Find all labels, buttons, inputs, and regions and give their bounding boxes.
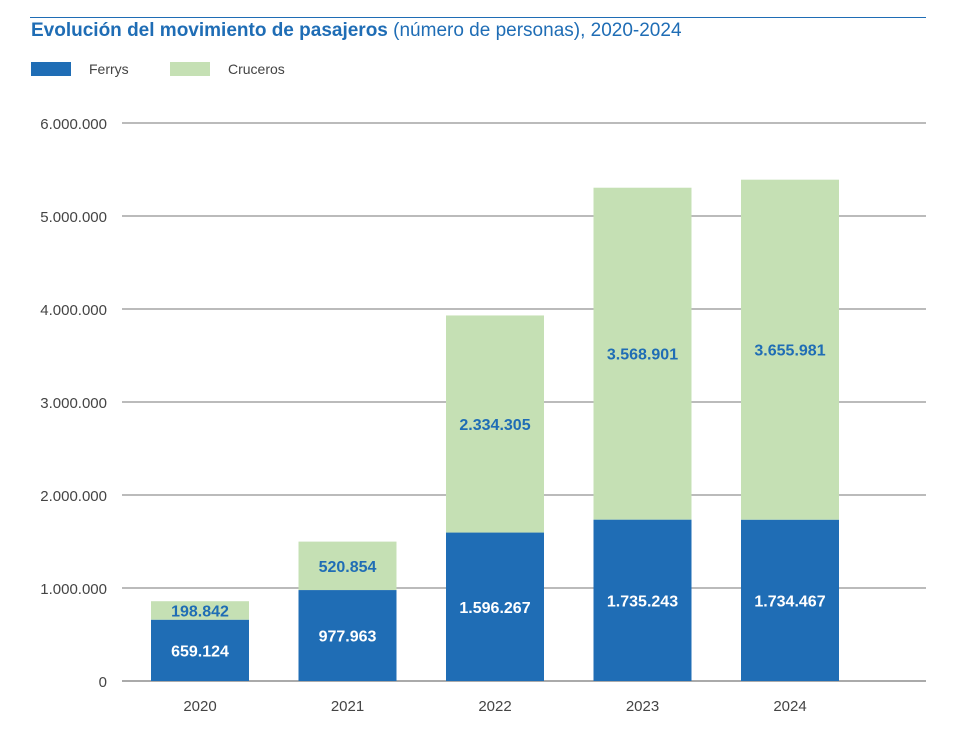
y-tick-label: 3.000.000 [40,395,107,412]
title-sub: (número de personas), 2020-2024 [393,20,682,41]
bar-cruceros [446,315,544,533]
x-tick-label: 2022 [478,698,511,715]
bar-ferrys [593,519,692,681]
data-label: 659.124 [171,643,229,660]
legend-label-cruceros: Cruceros [228,61,285,77]
y-tick-label: 4.000.000 [40,302,107,319]
bar-ferrys [446,532,544,681]
y-tick-label: 2.000.000 [40,488,107,505]
x-tick-label: 2021 [331,698,364,715]
legend-label-ferrys: Ferrys [89,61,129,77]
y-tick-label: 6.000.000 [40,116,107,133]
top-rule [30,17,926,18]
data-label: 2.334.305 [459,417,530,434]
x-tick-label: 2023 [626,698,659,715]
legend-swatch-ferrys [31,62,71,76]
data-label: 3.568.901 [607,347,678,364]
y-tick-label: 1.000.000 [40,581,107,598]
bar-ferrys [298,590,397,681]
bar-cruceros [298,541,397,591]
bar-ferrys [151,619,249,681]
x-tick-label: 2020 [183,698,216,715]
y-tick-label: 5.000.000 [40,209,107,226]
data-label: 3.655.981 [754,343,825,360]
x-tick-label: 2024 [773,698,806,715]
data-label: 1.734.467 [754,593,825,610]
chart-title: Evolución del movimiento de pasajeros (n… [31,20,682,42]
data-label: 520.854 [319,559,377,576]
bar-cruceros [741,179,839,520]
data-label: 1.596.267 [459,600,530,617]
bar-cruceros [593,187,692,520]
legend-item-cruceros: Cruceros [170,61,285,77]
bar-cruceros [151,601,249,620]
legend-swatch-cruceros [170,62,210,76]
legend-item-ferrys: Ferrys [31,61,129,77]
data-label: 1.735.243 [607,593,678,610]
bar-ferrys [741,519,839,681]
data-label: 198.842 [171,603,229,620]
y-tick-label: 0 [99,674,107,691]
title-main: Evolución del movimiento de pasajeros [31,20,388,41]
data-label: 977.963 [319,629,377,646]
